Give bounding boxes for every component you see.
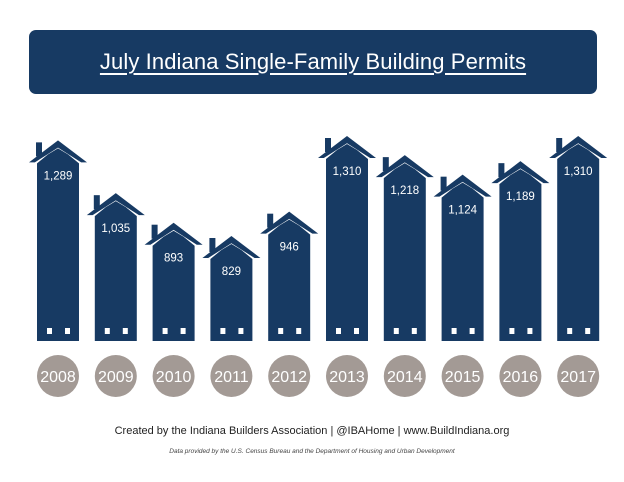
house-roof [491, 161, 550, 184]
house-roof [29, 140, 87, 163]
house-roof [86, 193, 145, 216]
year-label: 2017 [560, 369, 596, 386]
value-label: 1,310 [333, 166, 362, 178]
house-window [509, 328, 515, 334]
house-window [47, 328, 52, 334]
house-window [411, 328, 417, 334]
year-circle-2012 [268, 355, 311, 397]
year-label: 2010 [156, 369, 192, 386]
house-body-bar [326, 144, 368, 341]
house-window [469, 328, 475, 334]
house-roof [144, 222, 203, 245]
house-roof [549, 136, 608, 158]
year-circle-2010 [152, 355, 195, 397]
value-label: 1,218 [390, 185, 419, 197]
year-label: 2013 [329, 369, 365, 386]
house-chimney [498, 163, 505, 178]
house-bar-2011: 829 [202, 236, 261, 341]
house-window [296, 328, 302, 334]
year-label: 2009 [98, 369, 134, 386]
chart-title: July Indiana Single-Family Building Perm… [99, 49, 527, 74]
house-window [278, 328, 284, 334]
year-label: 2011 [214, 369, 249, 386]
house-bar-2015: 1,124 [433, 174, 492, 341]
house-window [527, 328, 533, 334]
house-window [585, 328, 591, 334]
house-chimney [36, 142, 42, 157]
house-window [180, 328, 186, 334]
house-chimney [440, 176, 447, 191]
value-label: 1,124 [448, 205, 477, 217]
house-body-bar [152, 230, 195, 341]
value-label: 1,289 [44, 170, 73, 182]
house-body-bar [383, 163, 426, 341]
year-label: 2008 [40, 369, 76, 386]
year-circle-2014 [383, 355, 426, 397]
house-window [220, 328, 226, 334]
year-circle-2016 [499, 355, 542, 397]
title-banner: July Indiana Single-Family Building Perm… [29, 30, 597, 94]
house-roof [318, 136, 376, 158]
house-bar-2017: 1,310 [549, 136, 608, 341]
house-body-bar [499, 169, 542, 341]
house-chimney [382, 157, 389, 172]
year-label: 2012 [271, 369, 307, 386]
year-circle-2015 [441, 355, 484, 397]
house-chimney [209, 238, 216, 252]
house-window [104, 328, 110, 334]
house-window [567, 328, 573, 334]
year-circle-2011 [210, 355, 253, 397]
value-label: 893 [164, 253, 183, 265]
house-window [354, 328, 359, 334]
house-body-bar [94, 201, 137, 341]
house-body-bar [557, 144, 600, 341]
house-roof [260, 211, 319, 234]
house-body-bar [37, 148, 79, 341]
house-body-bar [441, 182, 484, 341]
house-chimney [267, 213, 274, 228]
house-chimney [151, 224, 158, 239]
year-circle-2013 [326, 355, 368, 397]
house-window [162, 328, 168, 334]
house-window [65, 328, 70, 334]
value-label: 829 [222, 266, 241, 278]
house-bar-2016: 1,189 [491, 161, 550, 341]
house-chimney [556, 138, 563, 152]
house-bar-2008: 1,289 [29, 140, 87, 341]
year-circle-2009 [94, 355, 137, 397]
house-bar-2009: 1,035 [86, 193, 145, 341]
year-label: 2014 [387, 369, 423, 386]
footer-source-note: Data provided by the U.S. Census Bureau … [169, 448, 455, 455]
house-roof [202, 236, 261, 258]
year-label: 2015 [445, 369, 481, 386]
footer-credit: Created by the Indiana Builders Associat… [114, 425, 510, 437]
house-chimney [93, 195, 100, 210]
value-label: 1,189 [506, 191, 535, 203]
year-circle-2017 [557, 355, 600, 397]
value-label: 946 [280, 242, 299, 254]
house-window [238, 328, 244, 334]
house-window [336, 328, 341, 334]
house-window [393, 328, 399, 334]
year-label: 2016 [503, 369, 539, 386]
house-body-bar [210, 244, 253, 341]
value-label: 1,310 [564, 166, 593, 178]
house-window [451, 328, 457, 334]
house-bar-2013: 1,310 [318, 136, 376, 341]
year-circle-2008 [37, 355, 79, 397]
house-bar-2012: 946 [260, 211, 319, 341]
house-body-bar [268, 219, 311, 341]
house-bar-2010: 893 [144, 222, 203, 341]
house-window [122, 328, 128, 334]
house-roof [433, 174, 492, 197]
house-chimney [325, 138, 331, 152]
house-bar-2014: 1,218 [375, 155, 434, 341]
house-roof [375, 155, 434, 178]
value-label: 1,035 [101, 223, 130, 235]
